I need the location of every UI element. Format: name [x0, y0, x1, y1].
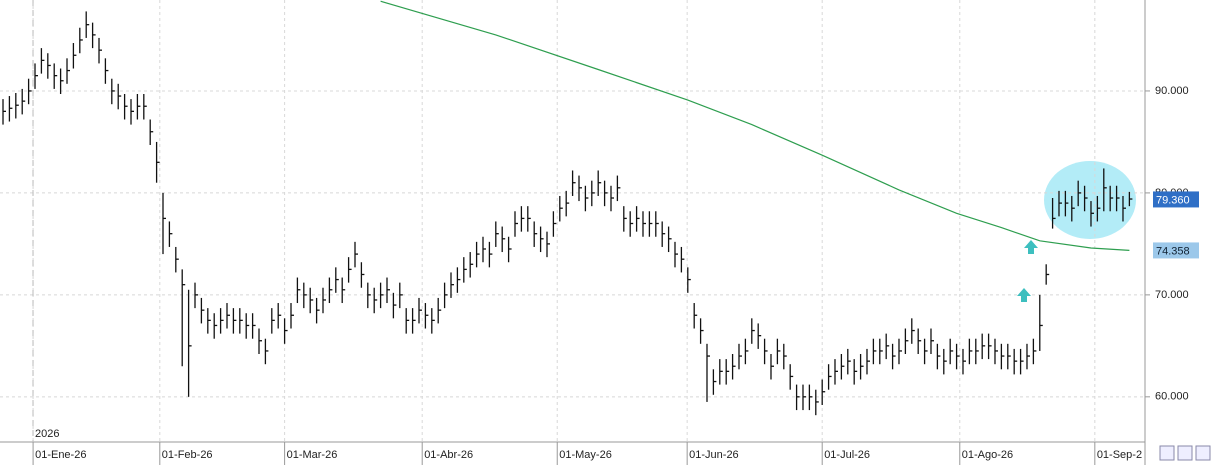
x-tick-label: 01-Jun-26: [689, 449, 739, 461]
x-tick-label: 01-Jul-26: [824, 449, 870, 461]
toolbar-icon[interactable]: [1177, 445, 1193, 461]
bars: [2, 0, 1133, 416]
highlight-ellipse: [1044, 161, 1136, 239]
price-tag-label: 79.360: [1156, 194, 1190, 206]
x-tick-label: 01-Ene-26: [35, 449, 86, 461]
toolbar-icon[interactable]: [1195, 445, 1211, 461]
price-tag-label: 74.358: [1156, 245, 1190, 257]
x-tick-label: 01-Sep-2: [1097, 449, 1142, 461]
x-tick-label: 01-Feb-26: [162, 449, 213, 461]
x-tick-label: 01-Ago-26: [962, 449, 1013, 461]
x-tick-label: 01-Mar-26: [287, 449, 338, 461]
price-tag: [1153, 242, 1199, 259]
x-tick-label: 01-Abr-26: [424, 449, 473, 461]
up-arrow: [1017, 288, 1031, 302]
grid: [0, 0, 1145, 442]
toolbar-icon[interactable]: [1159, 445, 1175, 461]
year-label: 2026: [35, 428, 59, 440]
y-tick-label: 90.000: [1155, 85, 1189, 97]
price-tag: [1153, 191, 1199, 208]
x-tick-label: 01-May-26: [559, 449, 612, 461]
moving-average-line: [380, 0, 1130, 251]
y-tick-label: 70.000: [1155, 289, 1189, 301]
axes: 60.00070.00080.00090.00001-Ene-2601-Feb-…: [32, 85, 1199, 465]
up-arrow: [1024, 240, 1038, 254]
y-tick-label: 60.000: [1155, 391, 1189, 403]
